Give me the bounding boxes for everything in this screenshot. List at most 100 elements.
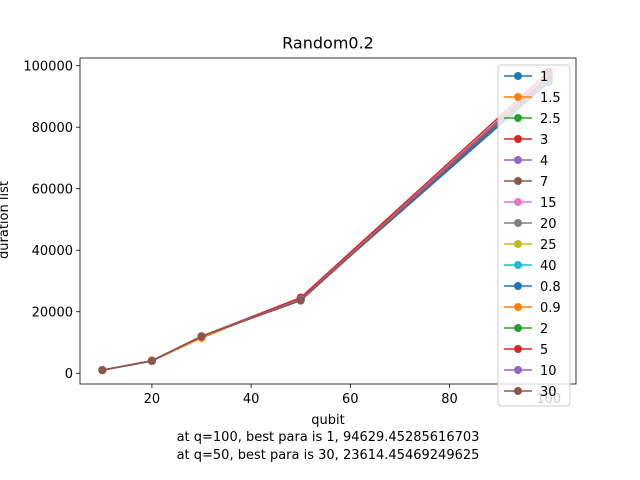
series-line-7 bbox=[102, 75, 550, 371]
legend-entry-20: 20 bbox=[504, 217, 557, 232]
series-line-10 bbox=[102, 75, 550, 371]
x-tick-label: 40 bbox=[243, 392, 260, 407]
legend-entry-30: 30 bbox=[504, 385, 557, 400]
series-line-2 bbox=[102, 75, 550, 371]
y-tick-label: 0 bbox=[65, 367, 73, 382]
annotation-line-2: at q=50, best para is 30, 23614.45469249… bbox=[177, 448, 480, 463]
series-40 bbox=[98, 73, 553, 375]
legend-marker bbox=[514, 345, 522, 353]
legend-marker bbox=[514, 303, 522, 311]
legend-marker bbox=[514, 387, 522, 395]
legend-entry-40: 40 bbox=[504, 259, 557, 274]
legend-label: 5 bbox=[540, 343, 548, 358]
legend-marker bbox=[514, 324, 522, 332]
y-tick-label: 80000 bbox=[32, 121, 73, 136]
plot-frame bbox=[79, 57, 577, 385]
legend-entry-4: 4 bbox=[504, 154, 548, 169]
legend-entry-0.9: 0.9 bbox=[504, 301, 561, 316]
series-line-25 bbox=[102, 76, 550, 371]
legend-label: 4 bbox=[540, 154, 548, 169]
y-tick-label: 60000 bbox=[32, 183, 73, 198]
series-5 bbox=[98, 67, 553, 375]
series-30 bbox=[98, 73, 553, 375]
series-line-1.5 bbox=[102, 78, 550, 371]
legend-marker bbox=[514, 366, 522, 374]
legend-marker bbox=[514, 240, 522, 248]
legend-entry-0.8: 0.8 bbox=[504, 280, 561, 295]
series-1 bbox=[98, 78, 553, 375]
data-point-30-10 bbox=[98, 366, 107, 375]
series-line-0.8 bbox=[102, 80, 550, 371]
x-axis-label: qubit bbox=[311, 413, 344, 428]
legend-label: 2 bbox=[540, 322, 548, 337]
legend-marker bbox=[514, 72, 522, 80]
legend-label: 10 bbox=[540, 364, 557, 379]
series-line-1 bbox=[102, 81, 550, 371]
legend-label: 30 bbox=[540, 385, 557, 400]
series-15 bbox=[98, 72, 553, 375]
y-tick-label: 40000 bbox=[32, 244, 73, 259]
y-tick-label: 20000 bbox=[32, 306, 73, 321]
data-point-30-30 bbox=[197, 332, 206, 341]
legend-marker bbox=[514, 114, 522, 122]
legend-label: 3 bbox=[540, 133, 548, 148]
legend-label: 0.8 bbox=[540, 280, 561, 295]
y-axis: 0 20000 40000 60000 80000 100000 bbox=[23, 60, 80, 382]
series-7 bbox=[98, 72, 553, 375]
series-line-4 bbox=[102, 74, 550, 371]
legend-marker bbox=[514, 219, 522, 227]
series-line-3 bbox=[102, 74, 550, 371]
series-2 bbox=[98, 72, 553, 375]
legend-marker bbox=[514, 156, 522, 164]
series-20 bbox=[98, 73, 553, 375]
series-line-40 bbox=[102, 76, 550, 371]
legend-entry-1.5: 1.5 bbox=[504, 91, 561, 106]
legend-marker bbox=[514, 261, 522, 269]
y-tick-label: 100000 bbox=[23, 60, 73, 75]
data-point-30-20 bbox=[147, 356, 156, 365]
legend-entry-15: 15 bbox=[504, 196, 557, 211]
legend-marker bbox=[514, 198, 522, 206]
legend-entry-7: 7 bbox=[504, 175, 548, 190]
legend-marker bbox=[514, 282, 522, 290]
data-point-30-50 bbox=[296, 296, 305, 305]
legend-marker bbox=[514, 135, 522, 143]
series-4 bbox=[98, 71, 553, 375]
annotation-line-1: at q=100, best para is 1, 94629.45285616… bbox=[177, 430, 480, 445]
legend-label: 1 bbox=[540, 70, 548, 85]
legend-label: 0.9 bbox=[540, 301, 561, 316]
series-25 bbox=[98, 73, 553, 375]
series-line-5 bbox=[102, 71, 550, 371]
legend-marker bbox=[514, 177, 522, 185]
series-3 bbox=[98, 70, 553, 375]
x-tick-label: 20 bbox=[144, 392, 161, 407]
legend-entry-5: 5 bbox=[504, 343, 548, 358]
series-1.5 bbox=[98, 75, 553, 375]
y-axis-label: duration list bbox=[0, 181, 12, 259]
legend-label: 1.5 bbox=[540, 91, 561, 106]
chart-title: Random0.2 bbox=[282, 34, 374, 53]
legend-label: 7 bbox=[540, 175, 548, 190]
legend-entry-3: 3 bbox=[504, 133, 548, 148]
legend-label: 40 bbox=[540, 259, 557, 274]
legend-entry-10: 10 bbox=[504, 364, 557, 379]
legend-entry-1: 1 bbox=[504, 70, 548, 85]
legend-label: 2.5 bbox=[540, 112, 561, 127]
legend-label: 25 bbox=[540, 238, 557, 253]
series-line-15 bbox=[102, 75, 550, 371]
legend-box bbox=[497, 64, 571, 407]
legend-entry-2: 2 bbox=[504, 322, 548, 337]
series-0.8 bbox=[98, 77, 553, 375]
legend-entry-25: 25 bbox=[504, 238, 557, 253]
series-2.5 bbox=[98, 72, 553, 375]
legend-label: 15 bbox=[540, 196, 557, 211]
legend-marker bbox=[514, 93, 522, 101]
series-line-20 bbox=[102, 76, 550, 371]
plot-area bbox=[79, 57, 577, 385]
series-line-2.5 bbox=[102, 75, 550, 371]
x-tick-label: 80 bbox=[441, 392, 458, 407]
x-tick-label: 60 bbox=[342, 392, 359, 407]
series-0.9 bbox=[98, 73, 553, 375]
